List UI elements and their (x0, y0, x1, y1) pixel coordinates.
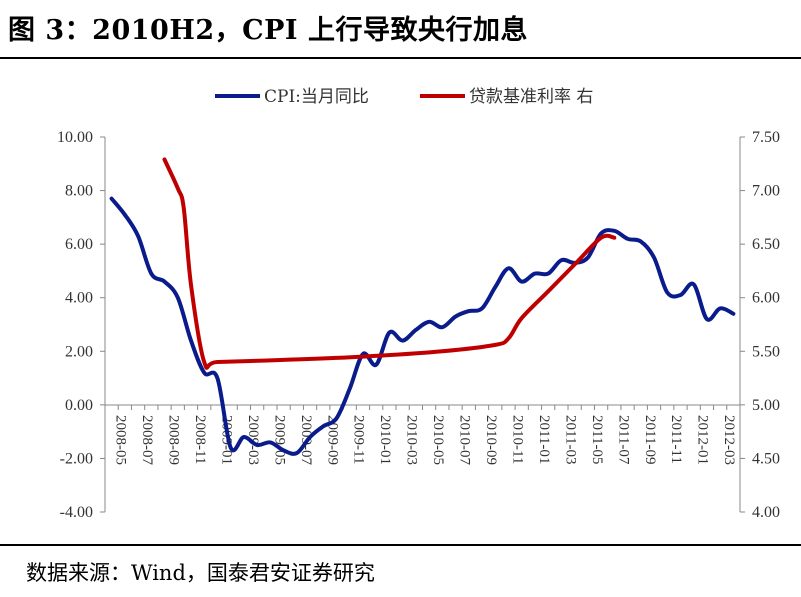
right-tick-label: 6.50 (752, 236, 780, 253)
x-tick-label: 2011-01 (536, 415, 552, 464)
x-tick-label: 2012-03 (721, 415, 737, 465)
x-tick-label: 2008-09 (166, 415, 182, 465)
loan-rate-series-line (162, 157, 617, 370)
bottom-rule (0, 544, 801, 546)
left-tick-label: 2.00 (65, 343, 93, 360)
right-tick-label: 6.00 (752, 290, 780, 307)
axes: -4.00 -2.00 0.00 2.00 4.00 6.00 8.00 10.00 4.00 4… (57, 129, 780, 521)
x-tick-label: 2009-01 (218, 415, 234, 465)
right-tick-label: 5.50 (752, 343, 780, 360)
x-tick-label: 2011-07 (615, 415, 631, 465)
left-tick-label: 10.00 (57, 129, 93, 146)
legend: CPI:当月同比 贷款基准利率 右 (215, 87, 593, 107)
cpi-series-line (109, 196, 736, 456)
left-tick-label: 8.00 (65, 183, 93, 200)
x-tick-label: 2010-07 (457, 415, 473, 465)
x-tick-label: 2008-05 (113, 415, 129, 465)
legend-label-rate: 贷款基准利率 右 (469, 87, 593, 107)
left-tick-label: -4.00 (60, 504, 93, 521)
figure-title: 图 3：2010H2，CPI 上行导致央行加息 (8, 15, 528, 46)
top-rule (0, 57, 801, 59)
right-tick-label: 4.50 (752, 450, 780, 467)
x-tick-label: 2010-11 (509, 415, 525, 464)
x-tick-label: 2011-05 (589, 415, 605, 464)
left-tick-label: -2.00 (60, 450, 93, 467)
left-tick-label: 6.00 (65, 236, 93, 253)
x-tick-label: 2011-03 (562, 415, 578, 464)
right-tick-label: 4.00 (752, 504, 780, 521)
x-tick-label: 2009-09 (324, 415, 340, 465)
x-tick-label: 2012-01 (695, 415, 711, 465)
right-tick-label: 7.50 (752, 129, 780, 146)
right-tick-label: 7.00 (752, 183, 780, 200)
x-tick-label: 2011-11 (668, 415, 684, 464)
x-tick-label: 2011-09 (642, 415, 658, 464)
left-tick-label: 4.00 (65, 290, 93, 307)
x-tick-label: 2010-03 (404, 415, 420, 465)
left-tick-label: 0.00 (65, 397, 93, 414)
x-tick-label: 2009-11 (351, 415, 367, 464)
x-tick-label: 2008-11 (192, 415, 208, 464)
source-note: 数据来源：Wind，国泰君安证券研究 (26, 561, 375, 585)
right-tick-label: 5.00 (752, 397, 780, 414)
legend-label-cpi: CPI:当月同比 (264, 87, 369, 107)
x-tick-label: 2010-01 (377, 415, 393, 465)
x-tick-label: 2008-07 (139, 415, 155, 465)
x-tick-label: 2010-09 (483, 415, 499, 465)
x-tick-label: 2009-05 (271, 415, 287, 465)
x-tick-label: 2010-05 (430, 415, 446, 465)
series-layer (109, 157, 736, 456)
